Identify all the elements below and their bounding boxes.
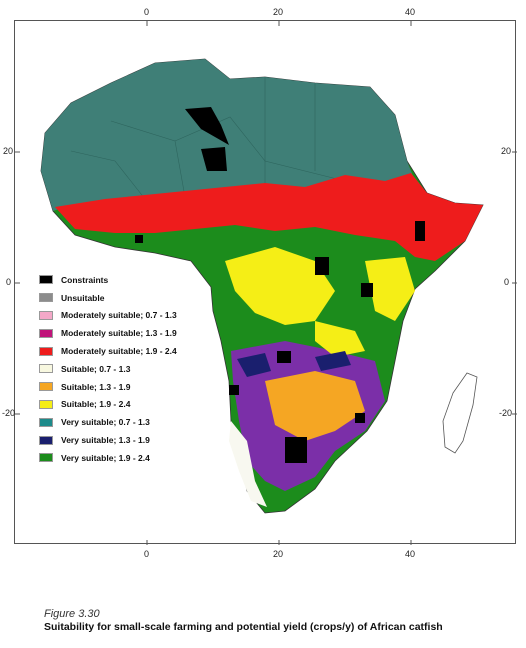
legend-label: Very suitable; 0.7 - 1.3 (61, 417, 150, 428)
legend-item: Moderately suitable; 1.9 - 2.4 (39, 342, 177, 360)
namib-zone (229, 421, 267, 507)
legend-item: Constraints (39, 271, 177, 289)
legend-item: Suitable; 1.3 - 1.9 (39, 378, 177, 396)
figure-number: Figure 3.30 (44, 608, 100, 620)
legend-swatch (39, 453, 53, 463)
legend-item: Very suitable; 1.9 - 2.4 (39, 449, 177, 467)
legend-swatch (39, 310, 53, 320)
map-frame: 0 20 40 0 20 40 20 0 -20 20 0 -20 Constr… (2, 7, 517, 559)
figure-title: Suitability for small-scale farming and … (44, 621, 443, 633)
legend-label: Suitable; 1.3 - 1.9 (61, 381, 131, 392)
figure-caption: Figure 3.30 Suitability for small-scale … (44, 608, 443, 633)
legend-swatch (39, 399, 53, 409)
legend-item: Suitable; 1.9 - 2.4 (39, 396, 177, 414)
madagascar-outline (442, 372, 478, 454)
bottom-tick-label: 20 (273, 549, 284, 559)
top-tick-label: 40 (405, 7, 416, 17)
legend-label: Unsuitable (61, 292, 105, 303)
legend-item: Very suitable; 0.7 - 1.3 (39, 413, 177, 431)
legend-swatch (39, 417, 53, 427)
southern-orange (265, 371, 365, 441)
top-tick-label: 20 (273, 7, 284, 17)
legend-item: Unsuitable (39, 289, 177, 307)
top-tick-label: 0 (144, 7, 150, 17)
legend-label: Suitable; 0.7 - 1.3 (61, 363, 131, 374)
legend-label: Moderately suitable; 0.7 - 1.3 (61, 310, 177, 321)
legend-item: Very suitable; 1.3 - 1.9 (39, 431, 177, 449)
africa-map (15, 21, 517, 545)
map-legend: Constraints Unsuitable Moderately suitab… (39, 271, 177, 467)
legend-swatch (39, 328, 53, 338)
legend-item: Moderately suitable; 1.3 - 1.9 (39, 324, 177, 342)
legend-label: Constraints (61, 274, 109, 285)
right-tick-label: -20 (499, 408, 513, 418)
bottom-tick-label: 40 (405, 549, 416, 559)
legend-swatch (39, 346, 53, 356)
right-tick-label: 0 (504, 277, 510, 287)
left-tick-label: 20 (3, 146, 14, 156)
legend-swatch (39, 435, 53, 445)
legend-label: Very suitable; 1.3 - 1.9 (61, 435, 150, 446)
legend-swatch (39, 364, 53, 374)
sahara-region (41, 59, 415, 211)
yellow-zone (225, 247, 335, 325)
bottom-tick-label: 0 (144, 549, 150, 559)
left-tick-label: 0 (6, 277, 12, 287)
legend-item: Suitable; 0.7 - 1.3 (39, 360, 177, 378)
legend-label: Very suitable; 1.9 - 2.4 (61, 452, 150, 463)
legend-swatch (39, 382, 53, 392)
left-tick-label: -20 (2, 408, 16, 418)
legend-item: Moderately suitable; 0.7 - 1.3 (39, 307, 177, 325)
legend-swatch (39, 293, 53, 303)
legend-label: Moderately suitable; 1.9 - 2.4 (61, 346, 177, 357)
legend-label: Moderately suitable; 1.3 - 1.9 (61, 328, 177, 339)
legend-swatch (39, 275, 53, 285)
right-tick-label: 20 (501, 146, 512, 156)
sahel-belt (55, 173, 483, 261)
legend-label: Suitable; 1.9 - 2.4 (61, 399, 131, 410)
constraint-patches (135, 107, 425, 463)
